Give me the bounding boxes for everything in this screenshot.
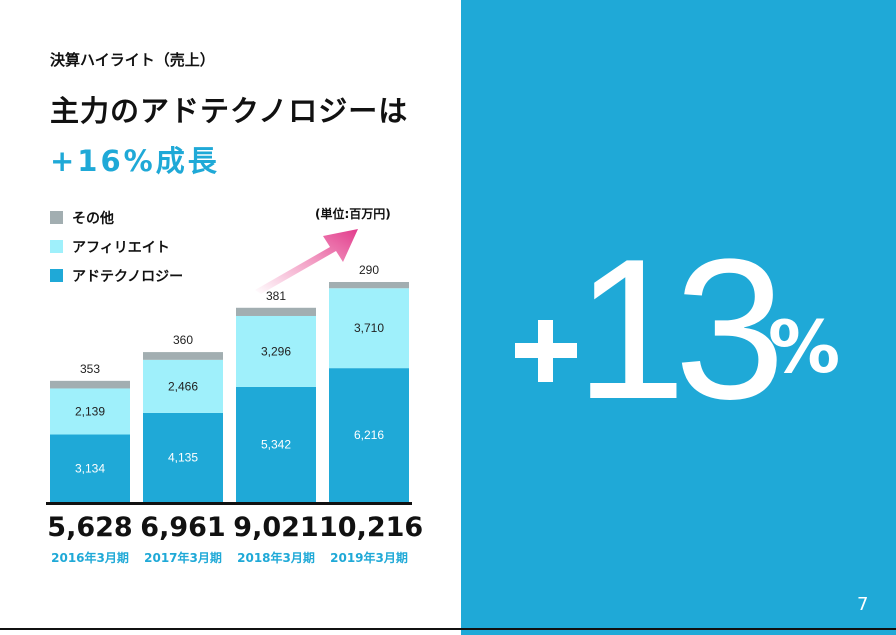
category-label-1: 2016年3月期 [51, 551, 129, 565]
bar-affiliate-3 [236, 315, 316, 387]
bar-label-adtech-4: 6,216 [354, 428, 384, 442]
yoy-value: 13 [575, 218, 785, 441]
legend-label-adtech: アドテクノロジー [72, 268, 184, 285]
bar-label-other-3: 381 [266, 289, 286, 303]
bar-adtech-4 [329, 368, 409, 502]
legend-swatch-affiliate [50, 240, 63, 253]
bar-adtech-1 [50, 434, 130, 502]
bar-label-affiliate-4: 3,710 [354, 321, 384, 335]
total-value-3: 9,021 [233, 512, 319, 543]
category-label-3: 2018年3月期 [237, 551, 315, 565]
bar-affiliate-4 [329, 288, 409, 369]
bar-label-adtech-2: 4,135 [168, 450, 198, 464]
legend-label-other: その他 [72, 210, 114, 227]
yoy-label: 前期比 [151, 181, 284, 222]
bar-label-other-1: 353 [80, 362, 100, 376]
stacked-bar-chart: 3,134 2,139 353 4,135 2,466 360 5,342 3,296 381 6… [46, 229, 412, 505]
legend-label-affiliate: アフィリエイト [72, 239, 170, 256]
bar-label-affiliate-3: 3,296 [261, 344, 291, 358]
plus-icon [515, 320, 577, 382]
chart-legend: その他 アフィリエイト アドテクノロジー [50, 203, 183, 290]
page-number: 7 [857, 594, 869, 615]
bar-label-adtech-3: 5,342 [261, 437, 291, 451]
page-subtitle: +16%成長 [50, 144, 220, 178]
legend-item-affiliate: アフィリエイト [50, 232, 183, 261]
bar-label-adtech-1: 3,134 [75, 461, 105, 475]
bar-other-1 [50, 380, 130, 389]
legend-swatch-other [50, 211, 63, 224]
bar-other-3 [236, 307, 316, 316]
legend-swatch-adtech [50, 269, 63, 282]
page-title: 主力のアドテクノロジーは [50, 94, 409, 128]
category-label-2: 2017年3月期 [144, 551, 222, 565]
bar-affiliate-2 [143, 359, 223, 413]
bar-label-affiliate-1: 2,139 [75, 404, 105, 418]
bar-other-4 [329, 282, 409, 289]
chart-baseline [46, 502, 412, 505]
bar-other-2 [143, 352, 223, 360]
total-value-4: 10,216 [319, 512, 424, 543]
bottom-divider [0, 628, 896, 630]
growth-arrow-icon [255, 229, 358, 294]
right-panel [461, 0, 896, 635]
bar-adtech-2 [143, 412, 223, 502]
bar-label-other-2: 360 [173, 333, 193, 347]
total-value-2: 6,961 [140, 512, 226, 543]
bar-label-other-4: 290 [359, 263, 379, 277]
category-label-4: 2019年3月期 [330, 551, 408, 565]
total-value-1: 5,628 [47, 512, 133, 543]
legend-item-other: その他 [50, 203, 183, 232]
legend-item-adtech: アドテクノロジー [50, 261, 183, 290]
bar-affiliate-1 [50, 388, 130, 435]
section-eyebrow: 決算ハイライト（売上） [50, 51, 215, 69]
yoy-percent: % [768, 305, 841, 389]
bar-label-affiliate-2: 2,466 [168, 379, 198, 393]
unit-label: (単位:百万円) [315, 207, 391, 221]
bar-adtech-3 [236, 386, 316, 502]
